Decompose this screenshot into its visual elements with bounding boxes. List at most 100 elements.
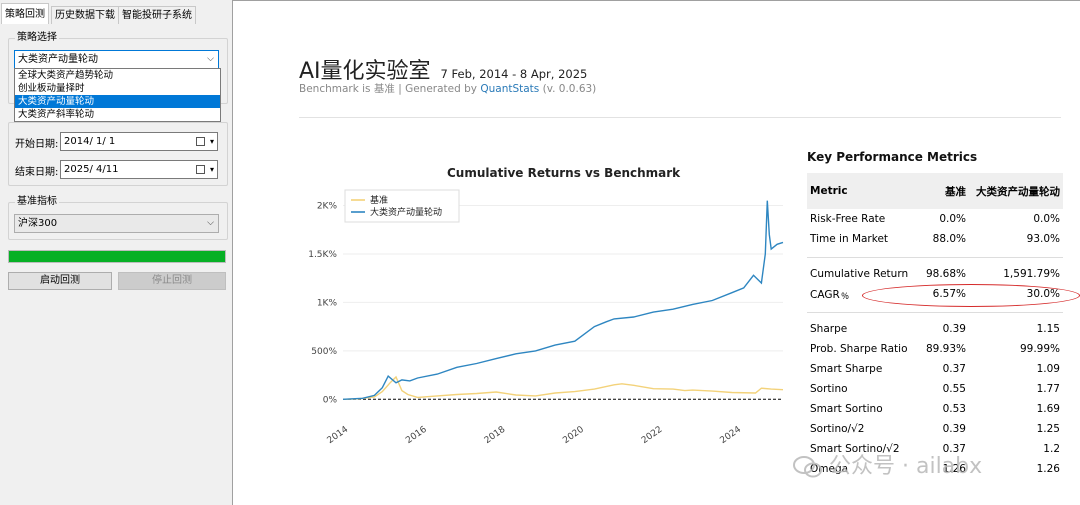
y-tick-label: 0% [323,395,338,405]
metric-value: 0.0% [1033,213,1060,225]
metric-value: 1.2 [1043,443,1060,455]
progress-bar [8,250,226,263]
metric-value: 1.09 [1036,363,1060,375]
metrics-row: Cumulative Return 98.68% 1,591.79% [807,264,1063,284]
metric-value: 1.25 [1036,423,1060,435]
metrics-table: Metric 基准 大类资产动量轮动 Risk-Free Rate 0.0% 0.0% Ti… [807,173,1063,479]
start-backtest-button[interactable]: 启动回测 [8,272,112,290]
metric-value: 1,591.79% [1003,268,1060,280]
tab-label: 历史数据下载 [55,10,115,21]
dropdown-option[interactable]: 全球大类资产趋势轮动 [18,70,114,81]
strategy-select[interactable]: 大类资产动量轮动 ⌵ [14,50,219,69]
metric-value: 0.37 [942,363,966,375]
subtitle-prefix: Benchmark is 基准 | Generated by [299,83,481,95]
chevron-down-icon: ⌵ [207,218,214,228]
strategy-dropdown-list: 全球大类资产趋势轮动 创业板动量择时 大类资产动量轮动 大类资产斜率轮动 [14,68,221,122]
cumulative-returns-chart: 0% 500% 1K% 1.5K% 2K% 2014 2016 2018 2020 2022 202… [308,189,784,446]
metric-name: Prob. Sharpe Ratio [810,343,908,355]
metrics-row: Smart Sortino 0.53 1.69 [807,399,1063,419]
metrics-row: Sortino 0.55 1.77 [807,379,1063,399]
metric-value: 0.0% [939,213,966,225]
y-tick-label: 500% [311,347,337,357]
metrics-separator [807,304,1063,313]
caret-down-icon: ▾ [209,165,214,174]
metrics-row: Time in Market 88.0% 93.0% [807,229,1063,249]
chart-title: Cumulative Returns vs Benchmark [447,166,681,180]
end-date-value: 2025/ 4/11 [64,164,119,175]
legend-label: 基准 [370,194,388,206]
benchmark-legend: 基准指标 [15,196,59,208]
metric-name: Sharpe [810,323,848,335]
metrics-row: Omega 1.26 1.26 [807,459,1063,479]
metric-value: 0.39 [942,423,966,435]
metric-value: 88.0% [932,233,966,245]
separator-cell [807,304,920,313]
metrics-row: Risk-Free Rate 0.0% 0.0% [807,209,1063,229]
dropdown-option[interactable]: 大类资产斜率轮动 [18,109,95,120]
x-tick-label: 2016 [404,425,429,446]
series-line [342,375,784,400]
tab-history-download[interactable]: 历史数据下载 [51,6,119,24]
metrics-header-column: 大类资产动量轮动 [969,173,1063,209]
metrics-row: Prob. Sharpe Ratio 89.93% 99.99% [807,339,1063,359]
metric-value: 1.69 [1036,403,1060,415]
watermark: 公众号 · ailabx [793,448,982,480]
metrics-row: Smart Sharpe 0.37 1.09 [807,359,1063,379]
tab-backtest[interactable]: 策略回测 [1,3,49,25]
series-line [342,200,784,400]
metric-name: Smart Sortino/√2 [810,443,900,455]
chevron-down-icon: ⌵ [207,54,214,64]
metric-value: 1.15 [1036,323,1060,335]
separator-cell [919,249,969,258]
y-tick-label: 2K% [317,202,338,212]
x-tick-label: 2014 [326,425,351,446]
end-date-picker[interactable]: 2025/ 4/11 ▾ [60,160,218,179]
start-date-value: 2014/ 1/ 1 [64,136,116,147]
tab-label: 智能投研子系统 [122,10,192,21]
calendar-icon [196,137,205,146]
legend-box [344,189,460,223]
y-tick-label: 1K% [317,298,338,308]
benchmark-select[interactable]: 沪深300 ⌵ [14,214,219,233]
separator-cell [807,249,920,258]
quantstats-link[interactable]: QuantStats [480,83,540,95]
subtitle-suffix: (v. 0.0.63) [539,83,597,95]
benchmark-groupbox: 基准指标 [8,196,228,240]
x-tick-label: 2024 [719,425,744,446]
metric-name: Sortino/√2 [810,423,865,435]
date-groupbox [8,122,228,186]
metrics-separator [807,249,1063,258]
metric-name: Smart Sharpe [810,363,883,375]
caret-down-icon: ▾ [209,137,214,146]
metric-name: Cumulative Return [810,268,909,280]
stop-backtest-button[interactable]: 停止回测 [118,272,226,290]
separator-cell [969,304,1063,313]
metric-name: Smart Sortino [810,403,883,415]
metrics-title: Key Performance Metrics [807,150,978,164]
watermark-text: 公众号 · ailabx [829,454,983,479]
start-date-label: 开始日期: [15,139,59,150]
x-tick-label: 2018 [483,425,508,446]
report-title-text: AI量化实验室 [299,59,431,84]
cagr-highlight-ellipse [862,284,1080,307]
metric-value: 98.68% [925,268,966,280]
separator-cell [919,304,969,313]
strategy-legend: 策略选择 [15,32,59,44]
metric-value: 1.77 [1036,383,1060,395]
separator-cell [969,249,1063,258]
metric-value: 1.26 [942,463,966,475]
dropdown-option-selected[interactable]: 大类资产动量轮动 [15,95,220,108]
tab-label: 策略回测 [5,9,45,20]
metrics-header-column: 基准 [919,173,969,209]
metrics-row: Sortino/√2 0.39 1.25 [807,419,1063,439]
tab-research-system[interactable]: 智能投研子系统 [118,6,196,24]
dropdown-option[interactable]: 创业板动量择时 [18,83,85,94]
end-date-label: 结束日期: [15,167,59,178]
x-tick-label: 2022 [640,425,664,446]
metric-value: 89.93% [925,343,966,355]
report-view[interactable]: AI量化实验室 7 Feb, 2014 - 8 Apr, 2025 Benchma… [232,0,1080,505]
y-tick-label: 1.5K% [308,250,337,260]
metric-name: Time in Market [810,233,889,245]
start-date-picker[interactable]: 2014/ 1/ 1 ▾ [60,132,218,151]
calendar-icon [196,165,205,174]
